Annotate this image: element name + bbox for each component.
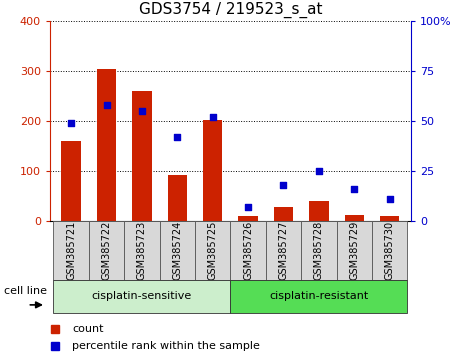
Bar bbox=[89, 221, 124, 280]
Bar bbox=[274, 207, 293, 221]
Bar bbox=[124, 221, 160, 280]
Title: GDS3754 / 219523_s_at: GDS3754 / 219523_s_at bbox=[139, 2, 322, 18]
Text: cisplatin-resistant: cisplatin-resistant bbox=[269, 291, 369, 302]
Bar bbox=[230, 280, 408, 313]
Bar bbox=[266, 221, 301, 280]
Bar bbox=[168, 175, 187, 221]
Point bbox=[315, 169, 323, 174]
Text: GSM385728: GSM385728 bbox=[314, 221, 324, 280]
Text: GSM385725: GSM385725 bbox=[208, 221, 218, 280]
Point bbox=[280, 182, 287, 188]
Text: GSM385730: GSM385730 bbox=[385, 221, 395, 280]
Text: percentile rank within the sample: percentile rank within the sample bbox=[72, 341, 260, 351]
Bar bbox=[195, 221, 230, 280]
Point bbox=[386, 196, 393, 202]
Point bbox=[67, 120, 75, 126]
Text: GSM385721: GSM385721 bbox=[66, 221, 76, 280]
Point bbox=[173, 135, 181, 140]
Bar bbox=[203, 120, 222, 221]
Text: GSM385723: GSM385723 bbox=[137, 221, 147, 280]
Point bbox=[138, 108, 146, 114]
Point bbox=[209, 114, 217, 120]
Bar bbox=[53, 221, 89, 280]
Bar bbox=[61, 141, 81, 221]
Text: GSM385722: GSM385722 bbox=[102, 221, 112, 280]
Bar bbox=[132, 91, 152, 221]
Bar bbox=[337, 221, 372, 280]
Text: GSM385729: GSM385729 bbox=[349, 221, 359, 280]
Bar bbox=[301, 221, 337, 280]
Text: GSM385724: GSM385724 bbox=[172, 221, 182, 280]
Point bbox=[351, 187, 358, 192]
Text: count: count bbox=[72, 324, 104, 333]
Text: cisplatin-sensitive: cisplatin-sensitive bbox=[92, 291, 192, 302]
Text: GSM385726: GSM385726 bbox=[243, 221, 253, 280]
Text: cell line: cell line bbox=[4, 286, 47, 296]
Bar bbox=[372, 221, 408, 280]
Text: GSM385727: GSM385727 bbox=[278, 221, 288, 280]
Bar bbox=[309, 201, 329, 221]
Bar bbox=[238, 216, 258, 221]
Bar bbox=[380, 216, 399, 221]
Bar bbox=[97, 69, 116, 221]
Bar bbox=[230, 221, 266, 280]
Bar bbox=[160, 221, 195, 280]
Point bbox=[103, 102, 110, 108]
Point bbox=[244, 204, 252, 210]
Bar bbox=[344, 215, 364, 221]
Bar bbox=[53, 280, 230, 313]
